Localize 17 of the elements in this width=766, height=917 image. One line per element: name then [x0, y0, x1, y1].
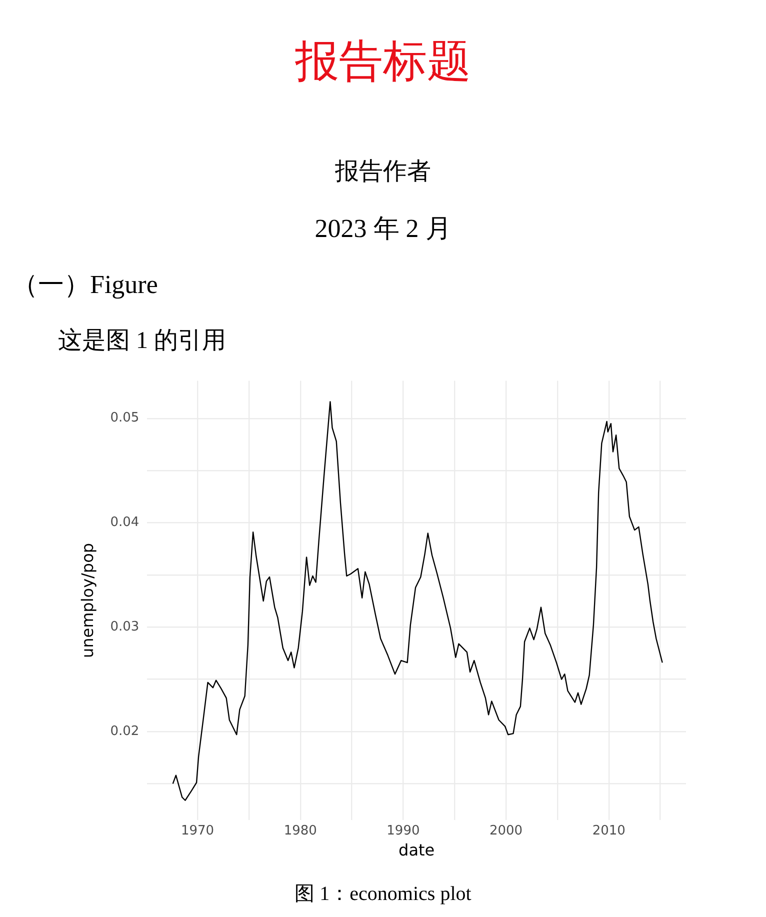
x-tick-label: 1970 [180, 823, 214, 838]
x-tick-label: 2000 [489, 823, 523, 838]
y-tick-label: 0.02 [110, 724, 140, 739]
text: 报告作者 [334, 158, 432, 187]
y-axis-title: unemploy/pop [78, 542, 97, 658]
y-tick-label: 0.04 [110, 515, 140, 530]
text: 这是图 1 的引用 [58, 326, 226, 356]
chart-title: 报告标题 [294, 35, 472, 89]
text: （一）Figure [12, 269, 158, 301]
text: 2023 年 2 月 [314, 213, 452, 245]
x-tick-label: 1980 [284, 823, 317, 838]
x-tick-label: 2010 [592, 823, 626, 838]
x-axis-title: date [398, 840, 435, 860]
y-tick-label: 0.05 [110, 410, 140, 426]
x-tick-label: 1990 [386, 823, 420, 838]
caption: 图 1：economics plot [294, 882, 472, 907]
y-tick-label: 0.03 [110, 619, 140, 634]
